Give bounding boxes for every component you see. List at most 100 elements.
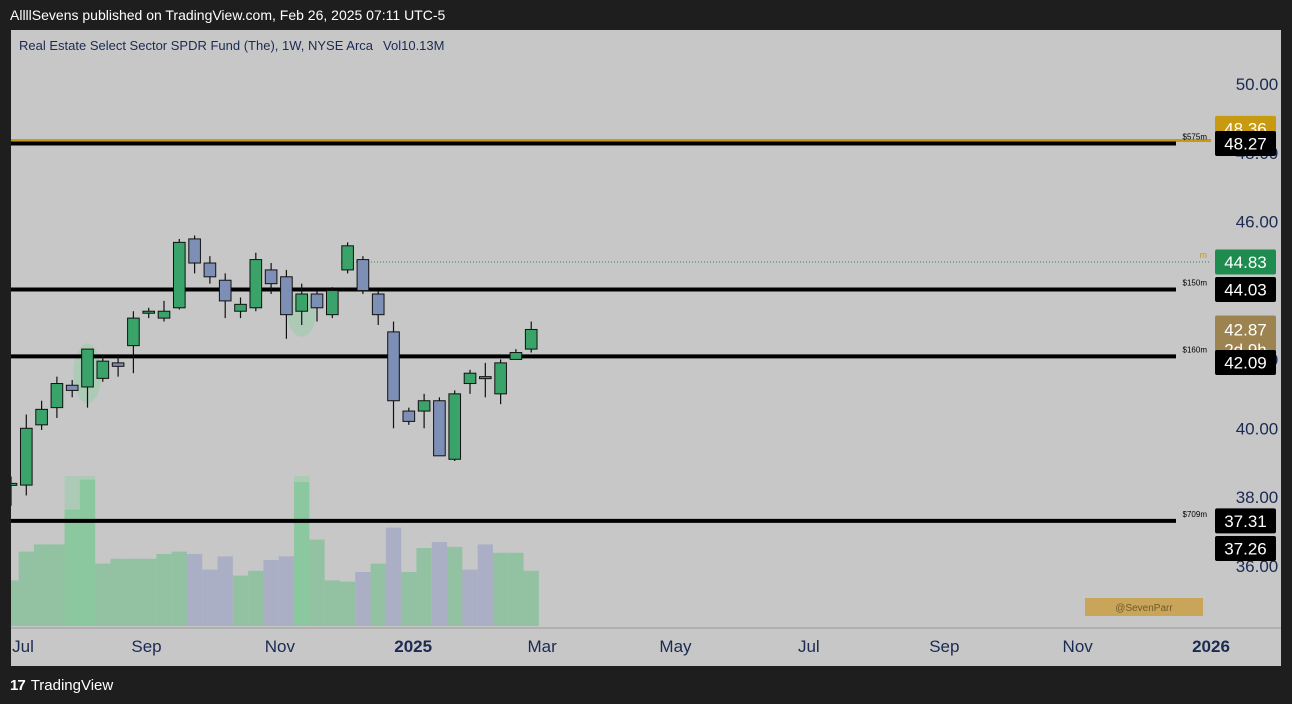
volume-bar <box>339 581 356 626</box>
x-tick-label: Nov <box>265 637 296 656</box>
volume-bar <box>33 544 50 626</box>
candle-body <box>35 408 48 426</box>
candle-body <box>264 269 278 285</box>
level-tag-bg <box>1215 350 1276 376</box>
candle <box>188 235 201 274</box>
candle-body <box>65 384 79 391</box>
x-tick-label: Jul <box>12 637 34 656</box>
volume-bar <box>523 570 539 626</box>
level-lines: $575m $150m $160m $709m m <box>11 133 1211 523</box>
volume-bar <box>11 580 19 626</box>
volume-bar <box>232 575 249 626</box>
chart-title: Real Estate Select Sector SPDR Fund (The… <box>19 38 374 53</box>
volume-bar <box>263 560 279 626</box>
candle <box>218 273 232 319</box>
candle-body <box>356 259 370 292</box>
candle-body <box>387 331 400 402</box>
level-note: $709m <box>1183 510 1208 519</box>
dotted-level-note: m <box>1200 250 1208 260</box>
candle <box>387 321 400 429</box>
volume-bar <box>202 569 218 626</box>
candle <box>463 369 477 394</box>
volume-bar <box>355 572 371 626</box>
candle-body <box>448 393 462 460</box>
candle-body <box>172 241 186 309</box>
volume-layer <box>11 479 539 626</box>
candle <box>341 242 354 274</box>
volume-bar <box>217 556 233 626</box>
candle-body <box>402 410 416 422</box>
candle-body <box>310 293 324 309</box>
volume-bar <box>431 542 448 626</box>
watermark-text: @SevenParr <box>1115 603 1173 614</box>
candle <box>417 393 431 429</box>
candle-body <box>234 303 247 312</box>
candle-body <box>341 245 354 271</box>
x-tick-label: Sep <box>131 637 161 656</box>
candle-body <box>81 348 94 388</box>
volume-bar <box>79 479 96 626</box>
level-note: $160m <box>1183 345 1208 354</box>
volume-bar <box>447 546 463 626</box>
candle <box>19 414 33 496</box>
volume-bar <box>64 509 80 626</box>
candle-body <box>494 362 507 395</box>
candle <box>234 297 247 319</box>
volume-bar <box>49 544 65 626</box>
x-tick-label: May <box>659 637 692 656</box>
candle <box>325 287 339 319</box>
candle <box>356 256 370 295</box>
candle <box>509 349 523 360</box>
candle <box>50 376 64 418</box>
x-tick-label: Jul <box>798 637 820 656</box>
x-tick-label: Nov <box>1063 637 1094 656</box>
brand-name: TradingView <box>30 677 114 694</box>
volume-bar <box>294 482 310 626</box>
candle-body <box>417 400 431 412</box>
candle-body <box>433 400 446 457</box>
candle-body <box>524 328 538 350</box>
volume-bar <box>278 556 295 626</box>
axes-layer: 50.0048.0046.0042.0040.0038.0036.00JulSe… <box>11 75 1281 656</box>
level-tag-bg <box>1215 508 1276 534</box>
level-tag: 44.03 <box>1224 281 1267 300</box>
volume-bar <box>156 554 172 626</box>
y-tick-label: 40.00 <box>1236 419 1279 438</box>
candle <box>448 390 462 461</box>
level-tag-bg <box>1215 131 1276 157</box>
last-price-tag-bg <box>1215 315 1276 360</box>
candle-body <box>280 276 293 316</box>
candle <box>371 290 385 325</box>
candle <box>142 307 156 319</box>
y-tick-label: 36.00 <box>1236 557 1279 576</box>
y-tick-label: 50.00 <box>1236 75 1279 94</box>
extra-level-tag-bg <box>1215 535 1276 561</box>
candle-body <box>127 317 140 347</box>
dotted-level-tag: 44.83 <box>1224 253 1267 272</box>
volume-bar <box>416 548 432 626</box>
level-note: $150m <box>1183 279 1208 288</box>
x-tick-label: Sep <box>929 637 959 656</box>
candle <box>264 263 278 295</box>
candle <box>172 238 186 310</box>
level-tag: 42.09 <box>1224 354 1267 373</box>
volume-bar <box>508 552 524 626</box>
x-tick-label: 2025 <box>394 637 432 656</box>
publisher-header: AllllSevens published on TradingView.com… <box>10 7 446 23</box>
candle-body <box>50 383 64 409</box>
candle-body <box>188 238 201 264</box>
candle <box>127 311 140 374</box>
volume-bar <box>125 558 142 626</box>
candle <box>65 380 79 398</box>
level-note: $575m <box>1183 133 1208 142</box>
candle-body <box>509 352 523 360</box>
volume-bar <box>385 527 402 626</box>
dotted-level-tag-bg <box>1215 249 1276 275</box>
volume-bar <box>18 551 34 626</box>
candle-body <box>463 372 477 385</box>
candle <box>96 355 110 382</box>
candle-body <box>371 293 385 316</box>
